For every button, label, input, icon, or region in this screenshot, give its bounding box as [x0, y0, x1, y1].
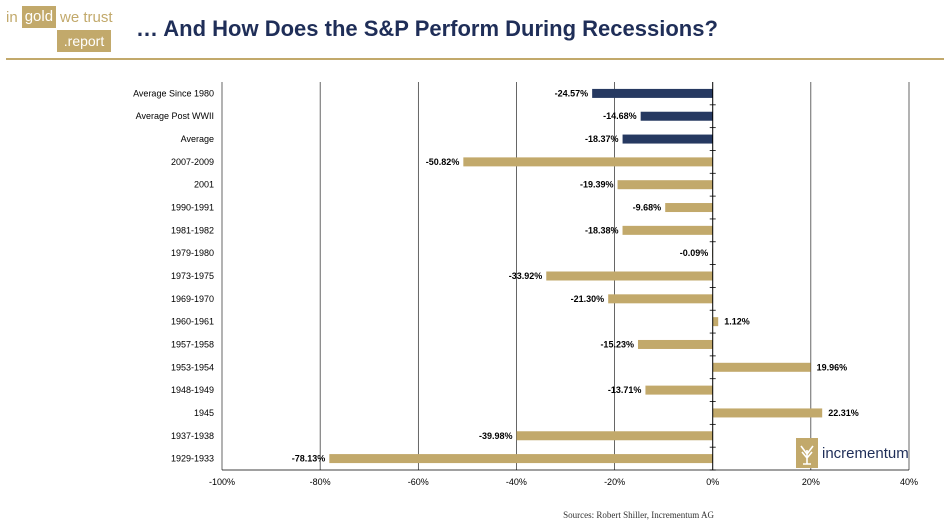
category-label: 1981-1982: [171, 225, 214, 235]
bar: [712, 362, 811, 372]
logo-gold: gold: [21, 6, 57, 28]
data-label: 22.31%: [828, 408, 859, 418]
incrementum-logo-icon: [796, 438, 818, 468]
logo-report: .report: [57, 30, 111, 52]
x-tick-label: -40%: [506, 477, 527, 487]
data-label: -21.30%: [571, 294, 605, 304]
category-label: 2001: [194, 180, 214, 190]
category-label: 1973-1975: [171, 271, 214, 281]
x-tick-label: -60%: [408, 477, 429, 487]
bar: [546, 271, 713, 281]
bar: [637, 339, 713, 349]
category-label: 1953-1954: [171, 362, 214, 372]
bar: [592, 88, 713, 98]
category-label: 1945: [194, 408, 214, 418]
data-label: -39.98%: [479, 431, 513, 441]
bar: [712, 408, 823, 418]
data-label: -50.82%: [426, 157, 460, 167]
logo-we-trust: we trust: [60, 8, 113, 26]
logo-in: in: [6, 8, 18, 26]
data-label: -13.71%: [608, 385, 642, 395]
category-label: 1990-1991: [171, 203, 214, 213]
category-label: 1957-1958: [171, 339, 214, 349]
x-tick-label: -80%: [310, 477, 331, 487]
title-divider: [6, 58, 944, 60]
page-title: … And How Does the S&P Perform During Re…: [136, 16, 718, 41]
data-label: 19.96%: [817, 362, 848, 372]
logo: in gold we trust .report: [0, 0, 118, 52]
bar: [665, 203, 713, 213]
bar: [622, 225, 713, 235]
category-label: 1929-1933: [171, 454, 214, 464]
data-label: 1.12%: [724, 317, 750, 327]
brand-name: incrementum: [822, 444, 909, 462]
data-label: -18.37%: [585, 134, 619, 144]
x-tick-label: -20%: [604, 477, 625, 487]
category-label: 1969-1970: [171, 294, 214, 304]
data-label: -24.57%: [555, 88, 589, 98]
bar: [712, 317, 719, 327]
data-label: -78.13%: [292, 454, 326, 464]
x-tick-label: 0%: [706, 477, 719, 487]
bar: [622, 134, 713, 144]
x-tick-label: -100%: [209, 477, 235, 487]
category-label: Average Since 1980: [133, 88, 214, 98]
x-tick-label: 20%: [802, 477, 820, 487]
category-label: 1979-1980: [171, 248, 214, 258]
category-label: 1960-1961: [171, 317, 214, 327]
data-label: -14.68%: [603, 111, 637, 121]
data-label: -0.09%: [680, 248, 709, 258]
bar: [617, 180, 713, 190]
source-note: Sources: Robert Shiller, Incrementum AG: [563, 510, 714, 520]
data-label: -19.39%: [580, 180, 614, 190]
bar: [516, 431, 713, 441]
data-label: -9.68%: [633, 203, 662, 213]
category-label: Average Post WWII: [136, 111, 214, 121]
bar: [608, 294, 713, 304]
x-tick-label: 40%: [900, 477, 918, 487]
bar: [645, 385, 713, 395]
data-label: -15.23%: [600, 339, 634, 349]
category-label: Average: [181, 134, 214, 144]
incrementum-brand: incrementum: [796, 438, 909, 468]
bar: [463, 157, 713, 167]
category-label: 1948-1949: [171, 385, 214, 395]
bar: [640, 111, 713, 121]
bar: [329, 454, 713, 464]
recession-bar-chart: -100% -80% -60% -40% -20% 0% 20% 40% Average Sin…: [133, 82, 918, 487]
category-label: 2007-2009: [171, 157, 214, 167]
data-label: -33.92%: [509, 271, 543, 281]
category-label: 1937-1938: [171, 431, 214, 441]
data-label: -18.38%: [585, 225, 619, 235]
